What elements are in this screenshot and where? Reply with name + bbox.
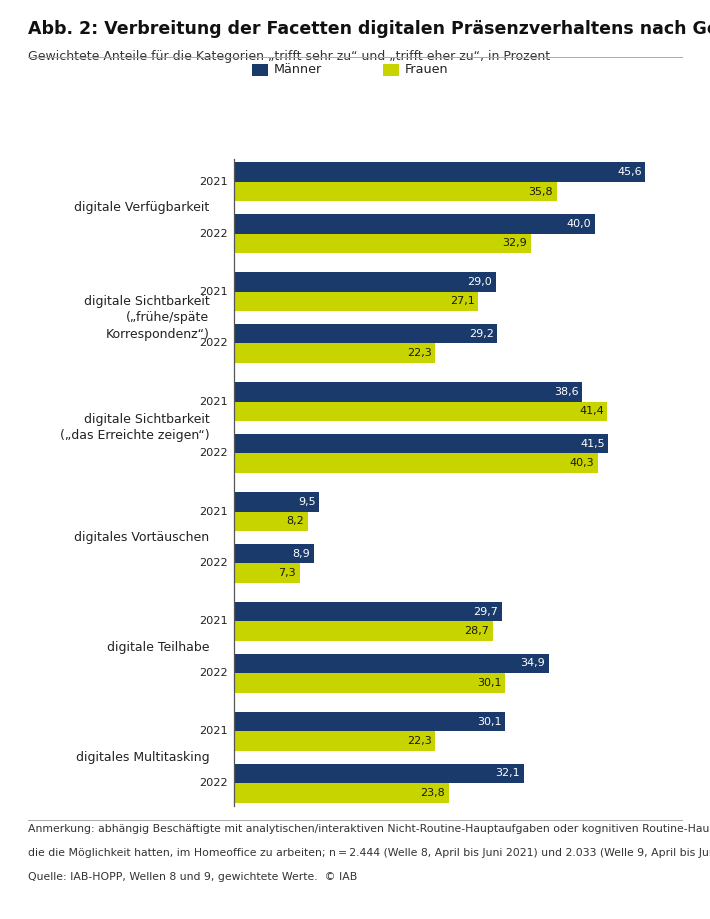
Bar [234, 712, 506, 732]
Text: 29,0: 29,0 [467, 277, 492, 287]
Text: digitale Verfügbarkeit: digitale Verfügbarkeit [75, 201, 209, 214]
Bar [234, 323, 497, 344]
Text: 34,9: 34,9 [520, 659, 545, 668]
Text: 2021: 2021 [200, 176, 228, 187]
Bar [234, 272, 496, 291]
Bar [234, 492, 320, 512]
Bar [234, 402, 608, 421]
Bar [234, 621, 493, 641]
Text: Anmerkung: abhängig Beschäftigte mit analytischen/interaktiven Nicht-Routine-Hau: Anmerkung: abhängig Beschäftigte mit ana… [28, 824, 710, 834]
Text: 40,3: 40,3 [569, 459, 594, 468]
Bar [234, 344, 435, 363]
Text: digitale Teilhabe: digitale Teilhabe [107, 641, 209, 654]
Text: 30,1: 30,1 [477, 678, 502, 688]
Text: 2021: 2021 [200, 506, 228, 516]
Text: 2022: 2022 [200, 559, 228, 568]
Text: 41,4: 41,4 [579, 406, 604, 416]
Bar [234, 162, 645, 182]
Text: 2022: 2022 [200, 778, 228, 789]
Text: 2021: 2021 [200, 287, 228, 297]
Bar [234, 182, 557, 201]
Text: die die Möglichkeit hatten, im Homeoffice zu arbeiten; n = 2.444 (Welle 8, April: die die Möglichkeit hatten, im Homeoffic… [28, 848, 710, 858]
Text: Frauen: Frauen [405, 63, 448, 76]
Text: 22,3: 22,3 [407, 348, 432, 358]
Text: 8,9: 8,9 [293, 549, 310, 559]
Bar [234, 291, 479, 312]
Text: digitales Vortäuschen: digitales Vortäuschen [75, 531, 209, 544]
Bar [234, 544, 314, 563]
Bar [234, 512, 307, 531]
Bar [234, 653, 549, 674]
Text: Männer: Männer [273, 63, 322, 76]
Text: 2021: 2021 [200, 617, 228, 627]
Bar [234, 764, 523, 783]
Text: 2021: 2021 [200, 726, 228, 736]
Bar [234, 783, 449, 803]
Text: 7,3: 7,3 [278, 568, 296, 578]
Text: 2021: 2021 [200, 397, 228, 406]
Text: 40,0: 40,0 [567, 219, 591, 229]
Bar [234, 382, 582, 402]
Text: 22,3: 22,3 [407, 736, 432, 746]
Bar [234, 563, 300, 583]
Text: 2022: 2022 [200, 229, 228, 239]
Bar [234, 732, 435, 751]
Text: 41,5: 41,5 [580, 438, 605, 448]
Text: digitales Multitasking: digitales Multitasking [76, 751, 209, 764]
Bar [234, 214, 595, 233]
Text: 9,5: 9,5 [298, 497, 316, 506]
Text: 38,6: 38,6 [554, 387, 579, 397]
Text: 2022: 2022 [200, 668, 228, 678]
Text: 2022: 2022 [200, 338, 228, 348]
Text: 35,8: 35,8 [529, 187, 553, 197]
Text: Abb. 2: Verbreitung der Facetten digitalen Präsenzverhaltens nach Geschlecht: Abb. 2: Verbreitung der Facetten digital… [28, 20, 710, 39]
Text: 28,7: 28,7 [464, 626, 489, 636]
Text: digitale Sichtbarkeit
(„das Erreichte zeigen“): digitale Sichtbarkeit („das Erreichte ze… [60, 413, 209, 442]
Text: 23,8: 23,8 [420, 788, 445, 798]
Bar [234, 674, 506, 693]
Text: 32,1: 32,1 [496, 768, 520, 778]
Text: digitale Sichtbarkeit
(„frühe/späte
Korrespondenz“): digitale Sichtbarkeit („frühe/späte Korr… [84, 295, 209, 341]
Text: 2022: 2022 [200, 448, 228, 459]
Text: Quelle: IAB-HOPP, Wellen 8 und 9, gewichtete Werte.  © IAB: Quelle: IAB-HOPP, Wellen 8 und 9, gewich… [28, 872, 358, 882]
Bar [234, 453, 598, 473]
Text: 27,1: 27,1 [450, 297, 475, 306]
Text: 8,2: 8,2 [286, 516, 304, 527]
Bar [234, 602, 502, 621]
Text: Gewichtete Anteile für die Kategorien „trifft sehr zu“ und „trifft eher zu“, in : Gewichtete Anteile für die Kategorien „t… [28, 50, 550, 62]
Text: 29,2: 29,2 [469, 329, 493, 339]
Bar [234, 434, 608, 453]
Text: 29,7: 29,7 [474, 607, 498, 617]
Text: 45,6: 45,6 [617, 167, 642, 177]
Bar [234, 233, 531, 253]
Text: 32,9: 32,9 [503, 238, 527, 248]
Text: 30,1: 30,1 [477, 717, 502, 727]
